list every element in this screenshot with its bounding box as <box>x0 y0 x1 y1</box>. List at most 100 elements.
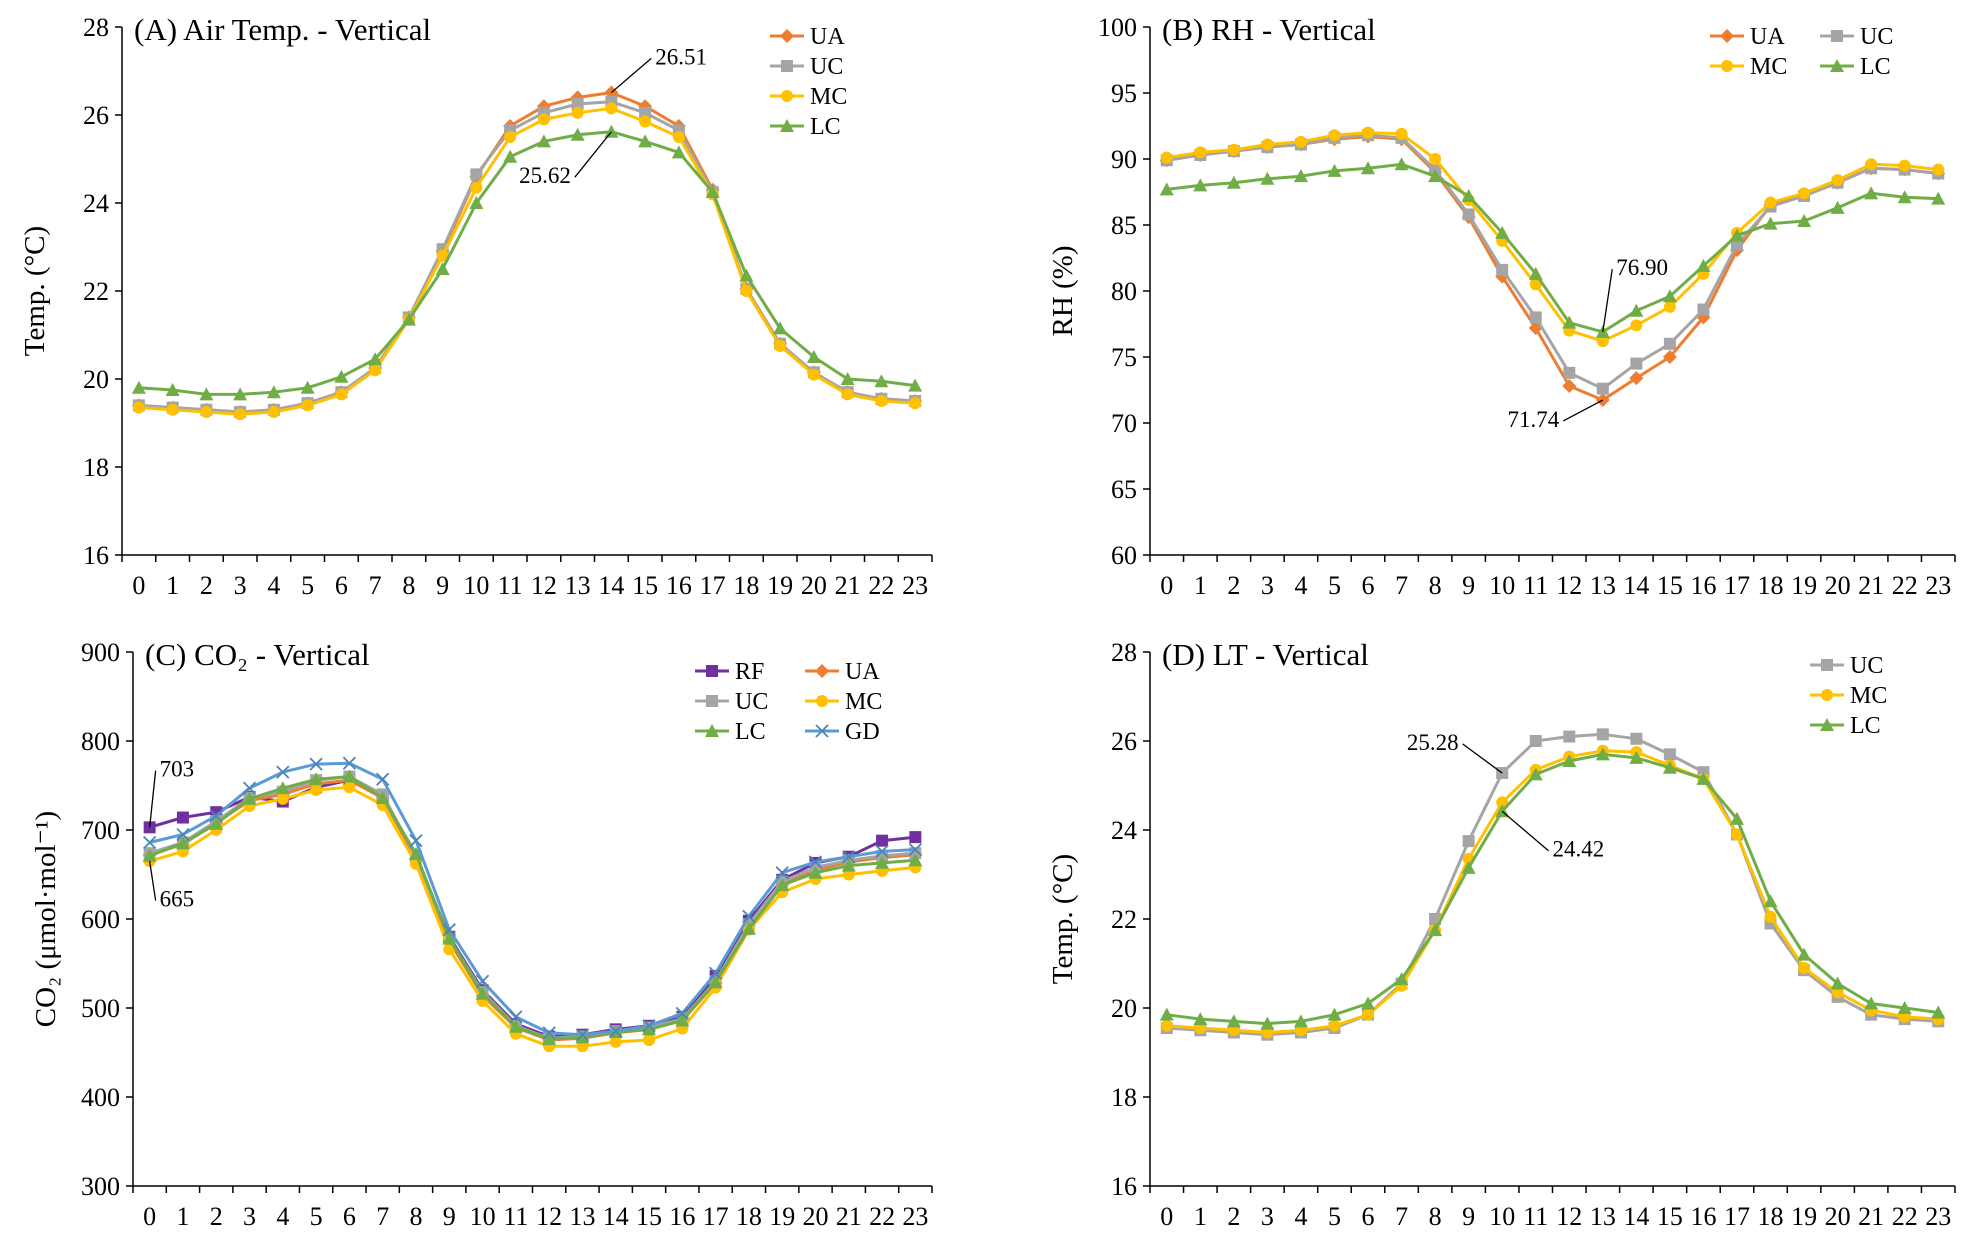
series-gd <box>143 756 922 1042</box>
y-tick-label: 65 <box>1111 475 1137 504</box>
x-tick-label: 22 <box>869 1202 895 1231</box>
data-point-uc <box>571 98 584 110</box>
data-point-lc <box>442 931 457 945</box>
x-tick-label: 5 <box>1328 571 1341 600</box>
data-point-lc <box>874 374 889 388</box>
x-tick-label: 11 <box>1523 1202 1548 1231</box>
x-tick-label: 19 <box>767 571 793 600</box>
data-point-lc <box>1327 1007 1342 1021</box>
annotation: 25.62 <box>519 131 612 188</box>
data-point-lc <box>1662 289 1677 303</box>
legend-item-gd: GD <box>805 719 880 745</box>
x-tick-label: 23 <box>902 1202 928 1231</box>
data-point-lc <box>1226 1014 1241 1028</box>
x-tick-label: 15 <box>636 1202 662 1231</box>
annotation-label: 26.51 <box>655 44 707 69</box>
y-tick-label: 600 <box>81 905 120 934</box>
data-point-mc <box>1429 153 1442 165</box>
x-tick-label: 3 <box>234 571 247 600</box>
data-point-lc <box>401 312 416 326</box>
x-tick-label: 18 <box>1758 571 1784 600</box>
series-line-ua <box>1166 135 1939 402</box>
data-point-ua <box>1629 371 1644 386</box>
data-point-mc <box>1865 158 1878 171</box>
y-tick-label: 26 <box>1111 727 1137 756</box>
x-tick-label: 9 <box>443 1202 456 1231</box>
data-point-uc <box>1596 382 1609 395</box>
data-point-mc <box>639 115 652 128</box>
annotation-leader <box>1562 399 1604 422</box>
series-line-lc <box>149 775 916 1041</box>
legend-label: RF <box>735 659 764 685</box>
data-point-mc <box>1227 143 1240 156</box>
x-tick-label: 6 <box>343 1202 356 1231</box>
series-line-uc <box>149 775 916 1040</box>
legend: UA UC MC LC <box>1710 24 1893 80</box>
data-point-gd <box>209 809 223 823</box>
annotation-leader <box>1462 743 1503 774</box>
x-tick-label: 16 <box>669 1202 695 1231</box>
series-uc <box>1160 728 1945 1041</box>
data-point-mc <box>605 102 618 115</box>
x-tick-label: 17 <box>700 571 726 600</box>
x-tick-label: 14 <box>598 571 624 600</box>
series-ua <box>131 85 923 419</box>
data-point-gd <box>509 1010 523 1024</box>
data-point-mc <box>504 131 517 143</box>
legend-marker <box>780 119 794 132</box>
y-tick-label: 60 <box>1111 541 1137 570</box>
x-tick-label: 2 <box>1227 1202 1240 1231</box>
data-point-mc <box>1395 127 1408 140</box>
data-point-lc <box>242 791 257 805</box>
data-point-mc <box>1764 910 1777 923</box>
x-tick-label: 18 <box>733 571 759 600</box>
data-point-lc <box>142 848 157 862</box>
annotation-label: 71.74 <box>1507 407 1559 432</box>
data-point-gd <box>742 909 756 923</box>
x-tick-label: 22 <box>1892 1202 1918 1231</box>
data-point-lc <box>1797 947 1812 961</box>
data-point-lc <box>1528 266 1543 280</box>
x-tick-label: 11 <box>1523 571 1548 600</box>
legend-item-uc: UC <box>770 54 843 80</box>
x-tick-label: 21 <box>1858 1202 1884 1231</box>
data-point-gd <box>342 756 357 770</box>
x-tick-label: 4 <box>1294 571 1307 600</box>
x-tick-label: 12 <box>1556 571 1582 600</box>
data-point-mc <box>1328 1019 1341 1032</box>
data-point-mc <box>807 368 820 381</box>
data-point-gd <box>875 844 889 858</box>
data-point-lc <box>300 380 315 394</box>
data-point-lc <box>739 268 754 282</box>
data-point-mc <box>1160 151 1173 164</box>
legend-marker <box>1720 29 1734 43</box>
data-point-ua <box>1662 350 1677 364</box>
x-tick-label: 6 <box>1362 571 1375 600</box>
data-point-lc <box>342 769 357 783</box>
data-point-lc <box>675 1013 690 1027</box>
data-point-mc <box>343 781 356 794</box>
data-point-lc <box>175 836 190 850</box>
data-point-uc <box>1663 748 1676 761</box>
legend-marker <box>781 90 793 102</box>
x-tick-label: 17 <box>1724 571 1750 600</box>
data-point-lc <box>275 781 290 795</box>
data-point-lc <box>1864 186 1879 200</box>
x-tick-label: 16 <box>1690 571 1716 600</box>
y-tick-label: 90 <box>1111 145 1137 174</box>
data-point-lc <box>1629 750 1644 764</box>
legend: UA UC MC LC <box>770 24 847 140</box>
data-point-gd <box>176 827 190 842</box>
x-tick-label: 1 <box>166 571 179 600</box>
data-point-mc <box>369 364 382 377</box>
data-point-lc <box>503 149 518 163</box>
legend-item-lc: LC <box>695 719 766 745</box>
legend-label: MC <box>845 689 882 715</box>
y-tick-label: 80 <box>1111 277 1137 306</box>
legend-item-mc: MC <box>1710 54 1787 80</box>
data-point-uc <box>1596 728 1609 741</box>
